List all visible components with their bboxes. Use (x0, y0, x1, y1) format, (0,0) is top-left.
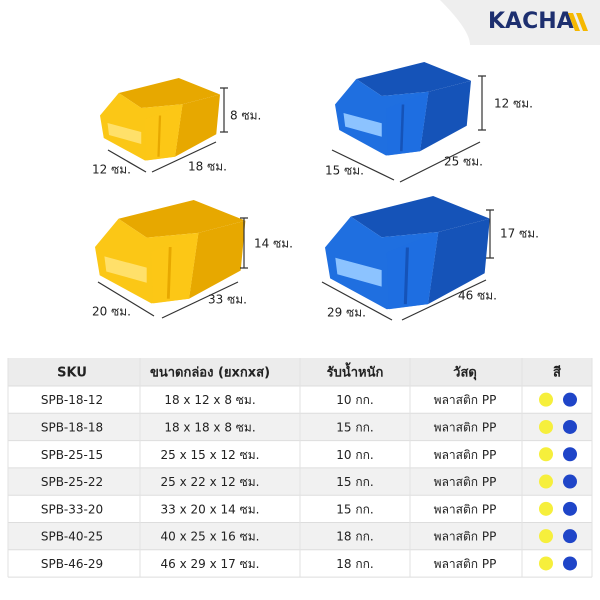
table-cell: SPB-40-25 (41, 530, 103, 544)
table-cell: 10 กก. (336, 393, 373, 407)
table-cell: 10 กก. (336, 448, 373, 462)
dimension-lines (331, 75, 486, 183)
color-dot-blue (563, 556, 577, 571)
dimension-lines (321, 209, 494, 321)
logo-backdrop (440, 0, 600, 45)
color-dot-blue (563, 419, 577, 434)
table-cell: พลาสติก PP (434, 557, 497, 571)
header-cell: ขนาดกล่อง (ยxกxส) (150, 366, 270, 381)
table-cell: 40 x 25 x 16 ซม. (161, 530, 260, 544)
table-cell: 25 x 22 x 12 ซม. (161, 475, 260, 489)
table-cell: SPB-18-18 (41, 420, 103, 434)
spec-table: SKU ขนาดกล่อง (ยxกxส) รับน้ำหนัก วัสดุ สี SPB… (7, 358, 593, 578)
dimension-label: 46 ซม. (458, 289, 497, 303)
table-cell: 18 x 12 x 8 ซม. (164, 393, 255, 407)
table-cell: 15 กก. (336, 420, 373, 434)
color-dot-blue (563, 474, 577, 489)
color-dot-yellow (539, 529, 553, 544)
color-dot-blue (563, 501, 577, 516)
logo: KACHA (488, 9, 588, 34)
dimension-label: 18 ซม. (188, 160, 227, 174)
table-cell: SPB-33-20 (41, 502, 103, 516)
table-cell: SPB-25-22 (41, 475, 103, 489)
color-dot-blue (563, 529, 577, 544)
dimension-lines (107, 87, 228, 173)
dimension-label: 17 ซม. (500, 227, 539, 241)
table-cell: 18 x 18 x 8 ซม. (164, 420, 255, 434)
dimension-label: 12 ซม. (494, 97, 533, 111)
color-dot-blue (563, 392, 577, 407)
table-cell: พลาสติก PP (434, 420, 497, 434)
dimension-label: 14 ซม. (254, 237, 293, 251)
header-cell: สี (553, 365, 561, 381)
header-cell: SKU (57, 366, 87, 381)
table-cell: พลาสติก PP (434, 502, 497, 516)
table-cell: 46 x 29 x 17 ซม. (161, 557, 260, 571)
table-cell: พลาสติก PP (434, 475, 497, 489)
color-dot-blue (563, 447, 577, 462)
color-dot-yellow (539, 447, 553, 462)
dimension-label: 33 ซม. (208, 293, 247, 307)
table-cell: 15 กก. (336, 475, 373, 489)
table-cell: 25 x 15 x 12 ซม. (161, 448, 260, 462)
dimension-lines (97, 217, 248, 319)
color-dot-yellow (539, 392, 553, 407)
dimension-label: 8 ซม. (230, 109, 261, 123)
color-dot-yellow (539, 474, 553, 489)
table-cell: SPB-25-15 (41, 448, 103, 462)
table-cell: 18 กก. (336, 557, 373, 571)
table-cell: SPB-18-12 (41, 393, 103, 407)
header-cell: รับน้ำหนัก (327, 362, 384, 381)
color-dot-yellow (539, 501, 553, 516)
logo-text: KACHA (488, 9, 574, 34)
table-cell: 33 x 20 x 14 ซม. (161, 502, 260, 516)
table-cell: พลาสติก PP (434, 448, 497, 462)
dimension-label: 20 ซม. (92, 305, 131, 319)
dimension-label: 15 ซม. (325, 164, 364, 178)
header-cell: วัสดุ (453, 366, 477, 381)
dimension-label: 12 ซม. (92, 163, 131, 177)
table-cell: 18 กก. (336, 530, 373, 544)
table-cell: SPB-46-29 (41, 557, 103, 571)
color-dot-yellow (539, 556, 553, 571)
table-cell: 15 กก. (336, 502, 373, 516)
dimension-label: 29 ซม. (327, 306, 366, 320)
table-cell: พลาสติก PP (434, 393, 497, 407)
dimension-label: 25 ซม. (444, 155, 483, 169)
color-dot-yellow (539, 419, 553, 434)
table-cell: พลาสติก PP (434, 530, 497, 544)
